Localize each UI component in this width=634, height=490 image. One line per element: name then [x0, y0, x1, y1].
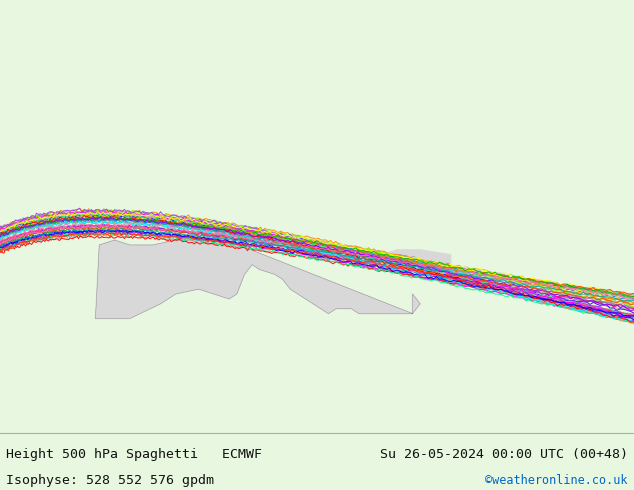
Text: Su 26-05-2024 00:00 UTC (00+48): Su 26-05-2024 00:00 UTC (00+48) — [380, 448, 628, 461]
Polygon shape — [96, 235, 420, 318]
Text: Height 500 hPa Spaghetti   ECMWF: Height 500 hPa Spaghetti ECMWF — [6, 448, 262, 461]
Text: Isophyse: 528 552 576 gpdm: Isophyse: 528 552 576 gpdm — [6, 474, 214, 487]
Polygon shape — [351, 250, 451, 265]
Text: ©weatheronline.co.uk: ©weatheronline.co.uk — [485, 474, 628, 487]
